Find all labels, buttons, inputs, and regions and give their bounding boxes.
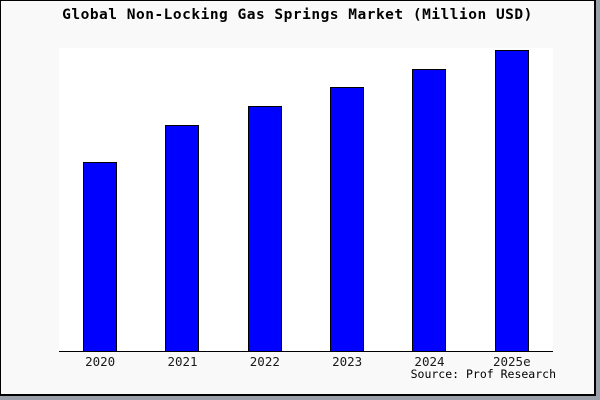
x-tick-label-2021: 2021 <box>167 354 198 369</box>
x-axis-labels: 2020 2021 2022 2023 2024 2025e <box>59 354 553 369</box>
bar-2024 <box>412 69 447 351</box>
plot-area <box>59 48 553 352</box>
bar-2023 <box>330 87 365 351</box>
x-tick-label-2020: 2020 <box>85 354 116 369</box>
source-credit: Source: Prof Research <box>410 367 556 381</box>
x-tick-label-2022: 2022 <box>249 354 280 369</box>
x-tick-label-2025e: 2025e <box>492 354 531 369</box>
bar-2022 <box>247 106 282 351</box>
bar-2021 <box>165 125 200 351</box>
chart-title: Global Non-Locking Gas Springs Market (M… <box>62 7 533 23</box>
bars-container <box>59 48 553 351</box>
x-tick-label-2024: 2024 <box>414 354 445 369</box>
x-tick-label-2023: 2023 <box>332 354 363 369</box>
bar-2025e <box>494 50 529 351</box>
bar-2020 <box>83 162 118 351</box>
